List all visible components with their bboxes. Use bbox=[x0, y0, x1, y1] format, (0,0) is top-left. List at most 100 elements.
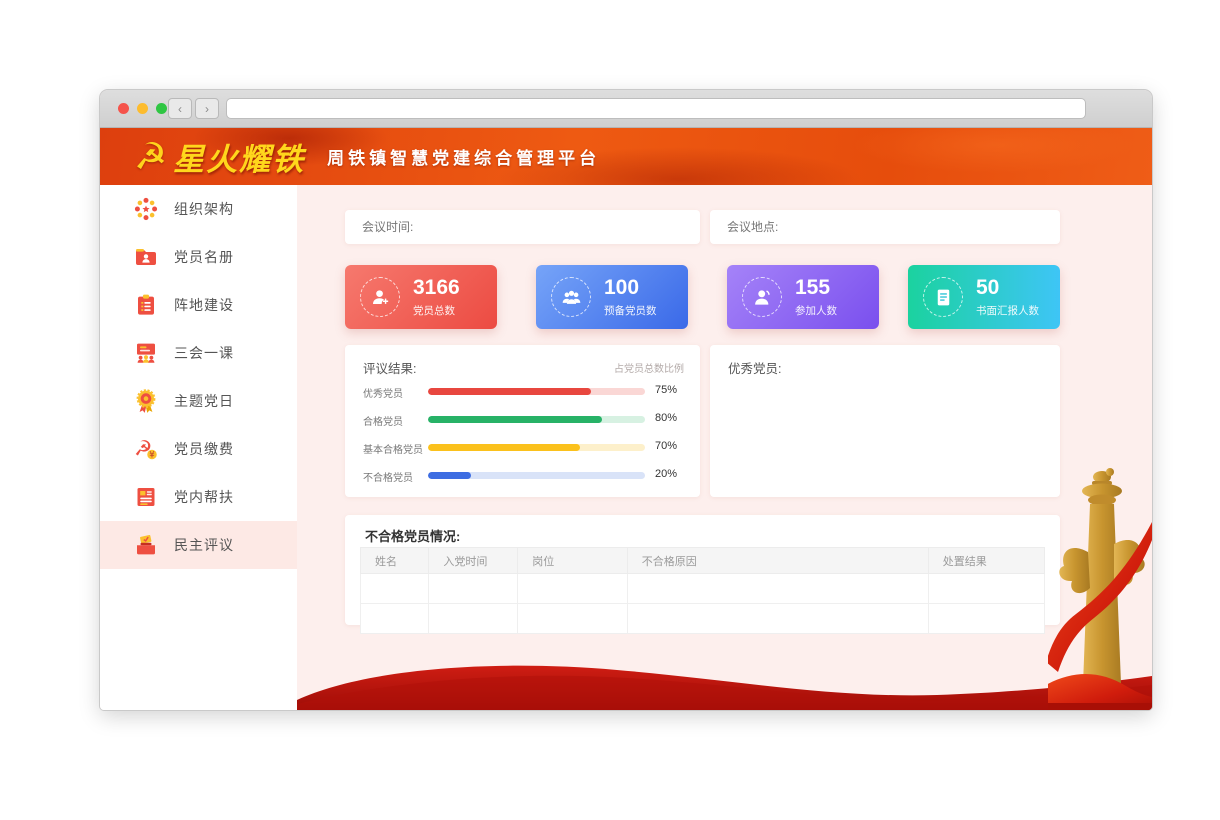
table-cell bbox=[359, 573, 430, 604]
sidebar-item-democratic-review[interactable]: 民主评议 bbox=[100, 521, 297, 569]
meeting-time-field[interactable]: 会议时间: bbox=[345, 210, 700, 244]
table-cell bbox=[428, 603, 519, 634]
report-doc-icon bbox=[937, 289, 949, 305]
meeting-time-label: 会议时间: bbox=[362, 220, 414, 234]
column-header-reason: 不合格原因 bbox=[626, 547, 929, 574]
table-cell bbox=[517, 573, 628, 604]
minimize-window-icon[interactable] bbox=[137, 103, 148, 114]
stat-label: 预备党员数 bbox=[604, 304, 657, 317]
stat-value: 100 bbox=[604, 276, 640, 300]
stat-card-attendees: 155 参加人数 bbox=[727, 265, 879, 329]
sidebar-item-three-meetings[interactable]: 三会一课 bbox=[100, 329, 297, 377]
stat-value: 155 bbox=[795, 276, 831, 300]
democratic-review-icon bbox=[137, 535, 155, 555]
column-header-name: 姓名 bbox=[359, 547, 430, 574]
column-header-join-date: 入党时间 bbox=[428, 547, 519, 574]
bar-label: 不合格党员 bbox=[363, 473, 413, 484]
sidebar-item-label: 党员名册 bbox=[174, 249, 234, 265]
sidebar-item-label: 民主评议 bbox=[174, 537, 234, 553]
sidebar-item-label: 主题党日 bbox=[174, 393, 234, 409]
stat-ring bbox=[551, 277, 591, 317]
sidebar-item-member-dues[interactable]: ☭ ¥ 党员缴费 bbox=[100, 425, 297, 473]
stat-value: 50 bbox=[976, 276, 1000, 300]
main-content: 会议时间: 会议地点: 3166 党员总数 bbox=[297, 185, 1152, 710]
review-results-panel: 评议结果: 占党员总数比例 优秀党员 75% 合格党员 80% 基本合格党员 7… bbox=[345, 345, 700, 497]
bar-percent: 75% bbox=[655, 384, 678, 396]
table-row bbox=[359, 573, 1046, 604]
bar-label: 合格党员 bbox=[363, 417, 403, 428]
sidebar-item-position-building[interactable]: 阵地建设 bbox=[100, 281, 297, 329]
app-header: ☭ 星火耀铁 周铁镇智慧党建综合管理平台 bbox=[100, 128, 1152, 185]
review-bar-row: 不合格党员 20% bbox=[345, 465, 700, 485]
stat-card-probationary-members: 100 预备党员数 bbox=[536, 265, 688, 329]
stat-ring bbox=[742, 277, 782, 317]
sidebar-item-member-roster[interactable]: 党员名册 bbox=[100, 233, 297, 281]
back-button[interactable]: ‹ bbox=[168, 98, 192, 119]
table-header-row: 姓名 入党时间 岗位 不合格原因 处置结果 bbox=[359, 547, 1046, 574]
table-cell bbox=[428, 573, 519, 604]
member-dues-icon: ☭ ¥ bbox=[134, 437, 158, 461]
stat-ring bbox=[923, 277, 963, 317]
review-bar-row: 优秀党员 75% bbox=[345, 381, 700, 401]
stat-value: 3166 bbox=[413, 276, 460, 300]
table-cell bbox=[626, 603, 929, 634]
user-speaker-icon bbox=[754, 289, 770, 305]
user-plus-icon bbox=[372, 289, 388, 304]
bar-percent: 80% bbox=[655, 412, 678, 424]
svg-text:¥: ¥ bbox=[149, 451, 155, 461]
bar-track bbox=[428, 416, 645, 423]
close-window-icon[interactable] bbox=[118, 103, 129, 114]
traffic-lights bbox=[118, 103, 167, 114]
sidebar-item-label: 党内帮扶 bbox=[174, 489, 234, 505]
bar-fill bbox=[428, 388, 591, 395]
stat-label: 党员总数 bbox=[413, 304, 455, 317]
address-bar[interactable] bbox=[226, 98, 1086, 119]
column-header-position: 岗位 bbox=[517, 547, 628, 574]
sidebar-item-label: 三会一课 bbox=[174, 345, 234, 361]
forward-button[interactable]: › bbox=[195, 98, 219, 119]
sidebar-item-label: 党员缴费 bbox=[174, 441, 234, 457]
sidebar-nav: 组织架构 党员名册 阵地建设 bbox=[100, 185, 297, 710]
bar-percent: 20% bbox=[655, 468, 678, 480]
stat-label: 书面汇报人数 bbox=[976, 304, 1039, 317]
browser-chrome: ‹ › bbox=[100, 90, 1152, 128]
maximize-window-icon[interactable] bbox=[156, 103, 167, 114]
table-cell bbox=[626, 573, 929, 604]
meeting-place-label: 会议地点: bbox=[727, 220, 779, 234]
review-bar-row: 合格党员 80% bbox=[345, 409, 700, 429]
excellent-members-title: 优秀党员: bbox=[728, 362, 782, 376]
table-cell bbox=[359, 603, 430, 634]
bar-percent: 70% bbox=[655, 440, 678, 452]
bar-label: 基本合格党员 bbox=[363, 445, 423, 456]
sidebar-item-org-structure[interactable]: 组织架构 bbox=[100, 185, 297, 233]
table-cell bbox=[927, 573, 1046, 604]
sidebar-item-party-assistance[interactable]: 党内帮扶 bbox=[100, 473, 297, 521]
member-roster-icon bbox=[136, 249, 156, 265]
sidebar-item-label: 阵地建设 bbox=[174, 297, 234, 313]
meeting-place-field[interactable]: 会议地点: bbox=[710, 210, 1060, 244]
huabiao-pillar-decoration bbox=[1048, 468, 1152, 710]
table-cell bbox=[927, 603, 1046, 634]
stat-label: 参加人数 bbox=[795, 304, 837, 317]
sidebar-item-theme-party-day[interactable]: 主题党日 bbox=[100, 377, 297, 425]
bar-track bbox=[428, 444, 645, 451]
theme-party-day-icon bbox=[136, 389, 156, 413]
browser-window: ‹ › ☭ 星火耀铁 周铁镇智慧党建综合管理平台 组织架构 bbox=[100, 90, 1152, 710]
stat-card-total-members: 3166 党员总数 bbox=[345, 265, 497, 329]
stat-card-written-reports: 50 书面汇报人数 bbox=[908, 265, 1060, 329]
bar-fill bbox=[428, 444, 580, 451]
bar-track bbox=[428, 472, 645, 479]
users-group-icon bbox=[562, 290, 580, 304]
sidebar-item-label: 组织架构 bbox=[174, 201, 234, 217]
review-bar-row: 基本合格党员 70% bbox=[345, 437, 700, 457]
three-meetings-icon bbox=[137, 343, 155, 363]
unqualified-members-table: 姓名 入党时间 岗位 不合格原因 处置结果 bbox=[359, 547, 1046, 634]
column-header-result: 处置结果 bbox=[927, 547, 1046, 574]
bar-fill bbox=[428, 472, 472, 479]
table-row bbox=[359, 603, 1046, 634]
stat-ring bbox=[360, 277, 400, 317]
app-subtitle: 周铁镇智慧党建综合管理平台 bbox=[327, 149, 601, 168]
org-structure-icon bbox=[134, 197, 158, 221]
bar-label: 优秀党员 bbox=[363, 389, 403, 400]
excellent-members-panel: 优秀党员: bbox=[710, 345, 1060, 497]
